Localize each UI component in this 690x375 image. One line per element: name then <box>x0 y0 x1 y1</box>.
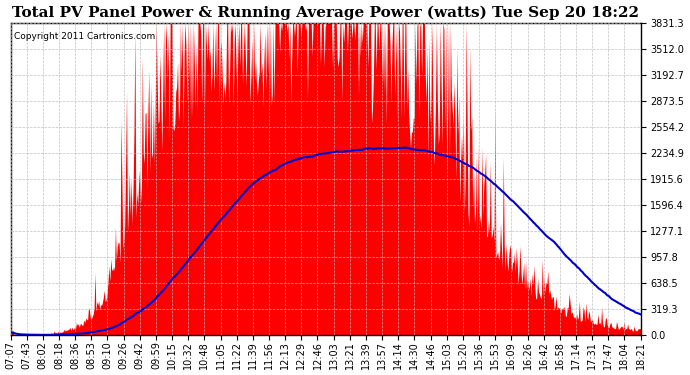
Title: Total PV Panel Power & Running Average Power (watts) Tue Sep 20 18:22: Total PV Panel Power & Running Average P… <box>12 6 639 20</box>
Text: Copyright 2011 Cartronics.com: Copyright 2011 Cartronics.com <box>14 32 155 41</box>
